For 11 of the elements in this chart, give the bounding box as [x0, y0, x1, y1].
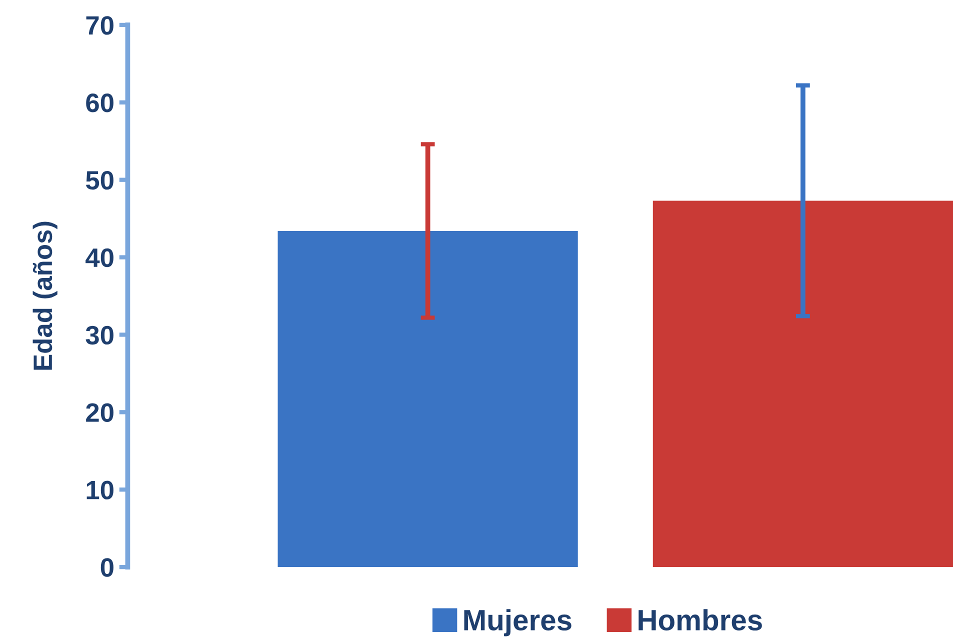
y-tick-label: 0 — [100, 558, 114, 577]
legend-label: Mujeres — [464, 609, 572, 636]
y-tick-label: 60 — [86, 94, 114, 112]
y-tick-label: 70 — [86, 16, 114, 35]
y-tick-label: 20 — [86, 403, 114, 422]
y-tick-label: 50 — [86, 170, 114, 190]
legend-label: Hombres — [638, 609, 762, 631]
y-tick-label: 40 — [86, 248, 114, 268]
y-tick-label: 10 — [86, 480, 114, 500]
y-axis-title: Edad (años) — [32, 222, 58, 370]
y-tick-label: 30 — [86, 326, 114, 345]
